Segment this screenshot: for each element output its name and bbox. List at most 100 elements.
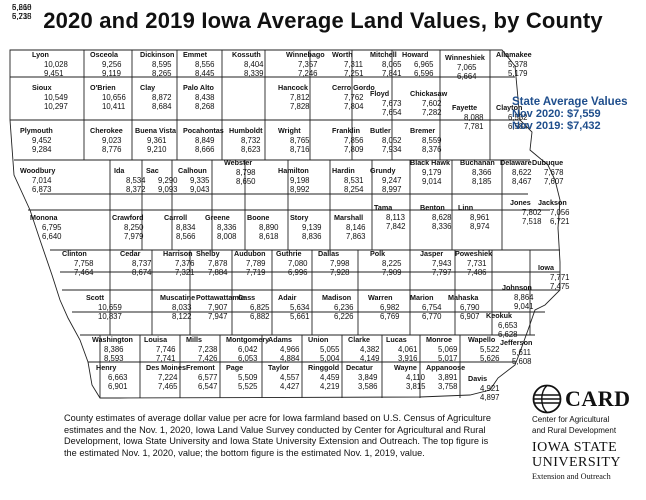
county-value-2019: 3,758 (438, 382, 458, 391)
county-name: Marion (410, 293, 434, 302)
county-value-2020: 8,872 (152, 93, 172, 102)
county-value-2020: 4,921 (480, 384, 500, 393)
county-name: Dubuque (532, 158, 563, 167)
county-name: Harrison (163, 249, 193, 258)
county-value-2019: 6,584 (508, 122, 528, 131)
county-value-2019: 9,014 (422, 177, 442, 186)
county-value-2020: 9,335 (190, 176, 210, 185)
county-value-2019: 7,797 (432, 268, 452, 277)
county-value-2020: 6,577 (198, 373, 218, 382)
county-name: Ida (114, 166, 125, 175)
county-name: Emmet (183, 50, 208, 59)
county-value-2020: 6,236 (334, 303, 354, 312)
county-value-2019: 8,122 (172, 312, 192, 321)
county-value-2020: 7,758 (74, 259, 94, 268)
county-value-2019: 7,251 (344, 69, 364, 78)
county-value-2019: 5,215 (12, 12, 32, 21)
county-value-2020: 8,961 (470, 213, 490, 222)
county-value-2020: 8,559 (422, 136, 442, 145)
county-value-2019: 8,268 (195, 102, 215, 111)
county-value-2020: 8,534 (126, 176, 146, 185)
county-value-2019: 7,841 (382, 69, 402, 78)
county-value-2020: 5,378 (508, 60, 528, 69)
county-value-2020: 4,557 (280, 373, 300, 382)
county-name: Grundy (370, 166, 396, 175)
card-logo-line1: Center for Agricultural (532, 415, 610, 424)
county-value-2020: 6,754 (422, 303, 442, 312)
county-value-2019: 8,776 (102, 145, 122, 154)
county-name: Delaware (500, 158, 532, 167)
county-value-2020: 6,790 (460, 303, 480, 312)
county-name: Van Buren (0, 0, 36, 2)
county-name: Decatur (346, 363, 373, 372)
county-value-2019: 9,043 (190, 185, 210, 194)
isu-logo-line1: IOWA STATE (532, 440, 618, 455)
county-value-2020: 7,746 (156, 345, 176, 354)
county-value-2019: 8,265 (152, 69, 172, 78)
card-logo: CARD Center for Agricultural and Rural D… (532, 384, 644, 435)
county-value-2019: 4,149 (360, 354, 380, 363)
county-value-2020: 9,290 (158, 176, 178, 185)
county-value-2020: 8,864 (514, 293, 534, 302)
county-value-2019: 8,372 (126, 185, 146, 194)
county-value-2020: 9,247 (382, 176, 402, 185)
county-value-2019: 4,884 (280, 354, 300, 363)
county-value-2019: 5,626 (480, 354, 500, 363)
county-value-2020: 7,014 (32, 176, 52, 185)
county-name: O'Brien (90, 83, 116, 92)
county-value-2019: 7,475 (550, 282, 570, 291)
county-value-2019: 7,781 (464, 122, 484, 131)
county-value-2019: 7,741 (156, 354, 176, 363)
county-value-2019: 7,518 (522, 217, 542, 226)
county-name: Franklin (332, 126, 360, 135)
isu-logo: IOWA STATE UNIVERSITY Extension and Outr… (532, 440, 644, 481)
county-value-2020: 8,556 (195, 60, 215, 69)
county-name: Chickasaw (410, 89, 448, 98)
county-name: Calhoun (178, 166, 207, 175)
county-value-2020: 6,965 (414, 60, 434, 69)
county-name: Jefferson (500, 338, 532, 347)
county-name: Kossuth (232, 50, 261, 59)
county-value-2019: 6,996 (288, 268, 308, 277)
county-value-2020: 3,891 (438, 373, 458, 382)
county-value-2019: 8,566 (176, 232, 196, 241)
county-name: Wapello (468, 335, 496, 344)
county-value-2019: 6,721 (550, 217, 570, 226)
county-name: Mitchell (370, 50, 397, 59)
county-value-2019: 7,486 (467, 268, 487, 277)
county-value-2019: 6,770 (422, 312, 442, 321)
county-name: Mahaska (448, 293, 479, 302)
county-name: Carroll (164, 213, 187, 222)
county-value-2020: 7,907 (208, 303, 228, 312)
county-name: Benton (420, 203, 445, 212)
county-value-2019: 7,909 (382, 268, 402, 277)
county-name: Muscatine (160, 293, 195, 302)
county-value-2019: 8,185 (472, 177, 492, 186)
county-value-2019: 7,282 (422, 108, 442, 117)
county-name: Fremont (186, 363, 215, 372)
county-name: Warren (368, 293, 393, 302)
county-value-2019: 6,053 (238, 354, 258, 363)
county-value-2020: 8,798 (236, 168, 256, 177)
county-name: Cherokee (90, 126, 123, 135)
county-value-2020: 7,080 (288, 259, 308, 268)
county-value-2019: 9,093 (158, 185, 178, 194)
